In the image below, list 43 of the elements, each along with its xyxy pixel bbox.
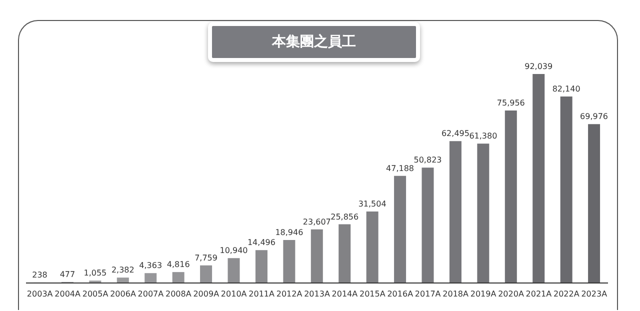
x-tick-label: 2014A (332, 290, 358, 299)
data-label: 1,055 (84, 268, 107, 278)
data-label: 7,759 (194, 253, 218, 262)
data-label: 50,823 (414, 156, 442, 165)
x-tick-label: 2022A (554, 290, 580, 299)
data-label: 82,140 (552, 84, 580, 94)
x-tick-label: 2023A (581, 290, 608, 299)
x-tick-label: 2017A (414, 290, 442, 299)
x-tick-label: 2005A (82, 290, 109, 299)
chart-title: 本集團之員工 (208, 22, 420, 62)
data-label: 62,495 (441, 129, 470, 138)
x-tick-label: 2021A (526, 290, 552, 299)
data-label: 238 (32, 270, 48, 280)
data-label: 47,188 (386, 164, 414, 173)
data-label: 4,816 (166, 260, 190, 270)
x-tick-label: 2003A (26, 290, 54, 299)
data-label: 92,039 (524, 62, 553, 71)
data-label: 69,976 (580, 112, 608, 122)
x-tick-label: 2015A (360, 290, 386, 299)
x-tick-label: 2004A (54, 290, 82, 299)
x-tick-label: 2007A (138, 290, 164, 299)
data-label: 61,380 (469, 132, 498, 141)
data-label: 477 (60, 270, 76, 279)
x-tick-label: 2006A (110, 290, 136, 299)
data-label: 4,363 (139, 261, 162, 270)
data-label: 14,496 (247, 238, 276, 248)
data-label: 23,607 (302, 217, 331, 226)
x-tick-label: 2019A (470, 290, 497, 299)
x-tick-label: 2011A (248, 290, 276, 299)
data-label: 10,940 (220, 246, 248, 256)
x-tick-label: 2013A (304, 290, 330, 299)
x-tick-label: 2016A (387, 290, 414, 299)
data-label: 25,856 (330, 212, 359, 222)
x-tick-label: 2012A (276, 290, 303, 299)
data-label: 18,946 (275, 228, 304, 237)
data-label: 75,956 (496, 98, 525, 108)
x-tick-label: 2020A (498, 290, 524, 299)
data-label: 31,504 (358, 199, 386, 208)
x-tick-label: 2009A (193, 290, 220, 299)
x-tick-label: 2010A (220, 290, 248, 299)
x-tick-label: 2008A (166, 290, 192, 299)
data-label: 2,382 (111, 266, 134, 275)
x-tick-label: 2018A (442, 290, 470, 299)
